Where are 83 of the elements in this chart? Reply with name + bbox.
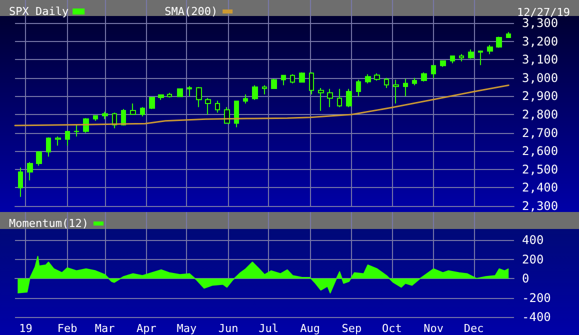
candlestick: [27, 162, 33, 181]
candlestick: [167, 92, 172, 98]
y-tick-label: 3,200: [522, 34, 558, 48]
y-tick-label: 2,900: [522, 89, 558, 104]
candlestick: [93, 114, 98, 122]
candlestick: [393, 79, 399, 104]
x-tick-label: 19: [19, 322, 32, 335]
candlestick: [18, 167, 23, 198]
candlestick: [496, 36, 502, 48]
candlestick: [149, 96, 155, 110]
x-tick-label: Sep: [342, 322, 362, 335]
y-tick-label: 2,300: [522, 199, 558, 213]
x-tick-label: Jun: [218, 322, 238, 335]
candlestick: [158, 94, 164, 100]
candlestick: [196, 86, 202, 108]
y-tick-label: 2,600: [522, 144, 558, 158]
y-tick-label: 2,700: [522, 126, 558, 140]
legend-label: Momentum(12): [8, 217, 88, 230]
candlestick: [487, 44, 493, 55]
candlestick: [309, 72, 314, 95]
x-tick-label: May: [176, 322, 198, 335]
y-tick-label: 3,100: [522, 52, 558, 67]
candlestick: [130, 103, 136, 115]
candlestick: [271, 78, 277, 90]
x-tick-label: Mar: [94, 322, 116, 335]
y-tick-label: 3,300: [522, 16, 558, 30]
candlestick: [74, 124, 79, 137]
candlestick: [177, 88, 183, 98]
candlestick: [421, 72, 427, 82]
candlestick: [412, 77, 417, 86]
x-tick-label: Oct: [382, 322, 402, 335]
candlestick: [403, 78, 408, 97]
y-tick-label: -200: [522, 290, 551, 305]
x-tick-label: Dec: [464, 322, 484, 335]
candlestick: [318, 87, 324, 112]
candlestick: [506, 32, 511, 38]
y-tick-label: 2,400: [522, 180, 558, 195]
candlestick: [187, 86, 192, 97]
candlestick: [374, 72, 380, 82]
candlestick: [299, 72, 305, 83]
legend-label: SPX Daily: [8, 5, 69, 18]
candlestick: [440, 60, 446, 68]
candlestick: [252, 84, 258, 100]
candlestick: [337, 88, 342, 108]
candlestick: [262, 84, 267, 95]
candlestick: [65, 130, 70, 146]
x-tick-label: Feb: [57, 322, 78, 335]
legend-label: SMA(200): [164, 5, 218, 18]
candlestick: [356, 79, 361, 97]
y-tick-label: 200: [522, 252, 544, 266]
candlestick: [281, 74, 286, 86]
candlestick: [36, 150, 42, 166]
candlestick: [46, 136, 51, 158]
candlestick: [478, 50, 483, 66]
candlestick: [243, 94, 248, 104]
candlestick: [327, 88, 333, 108]
candlestick: [365, 74, 371, 84]
candlestick: [121, 108, 126, 126]
candlestick: [431, 64, 436, 78]
y-tick-label: 2,800: [522, 108, 558, 122]
x-tick-label: Apr: [136, 322, 157, 335]
x-tick-label: Jul: [258, 322, 278, 335]
candlestick: [384, 77, 389, 88]
y-tick-label: 400: [522, 233, 544, 247]
y-tick-label: 3,000: [522, 70, 558, 85]
y-tick-label: 2,500: [522, 162, 558, 176]
candlestick: [140, 106, 145, 117]
candlestick: [468, 49, 474, 60]
line-series: [14, 84, 510, 126]
candlestick: [102, 111, 108, 120]
candlestick: [459, 54, 464, 62]
candlestick: [205, 98, 211, 115]
candlestick: [55, 136, 61, 146]
candlestick: [234, 100, 239, 128]
x-tick-label: Aug: [300, 322, 320, 335]
candlestick: [215, 100, 220, 114]
candlestick: [450, 55, 455, 64]
y-tick-label: 0: [522, 272, 530, 286]
x-tick-label: Nov: [424, 322, 444, 335]
y-tick-label: -400: [522, 310, 551, 324]
text: 12/27/19: [517, 6, 570, 19]
candlestick: [290, 74, 295, 84]
candlestick: [346, 88, 352, 108]
